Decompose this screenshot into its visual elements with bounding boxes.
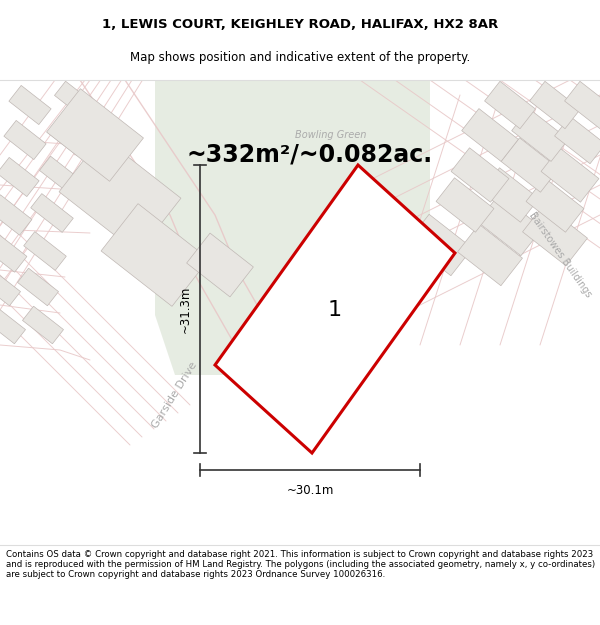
Polygon shape <box>436 177 494 232</box>
Polygon shape <box>47 118 89 156</box>
Polygon shape <box>461 109 518 161</box>
Text: ~31.3m: ~31.3m <box>179 285 192 332</box>
Polygon shape <box>23 232 67 271</box>
Polygon shape <box>512 109 568 161</box>
Polygon shape <box>47 89 143 181</box>
Polygon shape <box>187 233 253 297</box>
Polygon shape <box>215 165 455 453</box>
Polygon shape <box>155 80 430 375</box>
Text: ~332m²/~0.082ac.: ~332m²/~0.082ac. <box>187 143 433 167</box>
Polygon shape <box>530 81 580 129</box>
Text: 1: 1 <box>328 300 342 320</box>
Text: 1, LEWIS COURT, KEIGHLEY ROAD, HALIFAX, HX2 8AR: 1, LEWIS COURT, KEIGHLEY ROAD, HALIFAX, … <box>102 18 498 31</box>
Text: Map shows position and indicative extent of the property.: Map shows position and indicative extent… <box>130 51 470 64</box>
Polygon shape <box>481 168 539 222</box>
Polygon shape <box>22 306 64 344</box>
Polygon shape <box>541 148 599 202</box>
Text: Bowling Green: Bowling Green <box>295 130 367 140</box>
Polygon shape <box>526 177 584 232</box>
Polygon shape <box>523 204 587 266</box>
Polygon shape <box>17 268 59 306</box>
Polygon shape <box>451 148 509 202</box>
Polygon shape <box>0 232 27 272</box>
Polygon shape <box>554 116 600 164</box>
Polygon shape <box>101 204 209 306</box>
Polygon shape <box>0 195 32 235</box>
Polygon shape <box>55 81 95 119</box>
Text: Contains OS data © Crown copyright and database right 2021. This information is : Contains OS data © Crown copyright and d… <box>6 549 595 579</box>
Polygon shape <box>40 156 80 194</box>
Polygon shape <box>501 138 559 192</box>
Polygon shape <box>0 268 20 306</box>
Text: Garside Drive: Garside Drive <box>151 360 199 430</box>
Polygon shape <box>9 86 51 124</box>
Text: ~30.1m: ~30.1m <box>286 484 334 497</box>
Polygon shape <box>31 194 73 232</box>
Polygon shape <box>0 306 26 344</box>
Polygon shape <box>0 158 39 197</box>
Polygon shape <box>485 81 535 129</box>
Polygon shape <box>458 224 523 286</box>
Text: Bairstowes Buildings: Bairstowes Buildings <box>527 211 593 299</box>
Polygon shape <box>407 214 472 276</box>
Polygon shape <box>565 81 600 129</box>
Polygon shape <box>59 137 181 253</box>
Polygon shape <box>4 121 46 159</box>
Polygon shape <box>478 194 542 256</box>
